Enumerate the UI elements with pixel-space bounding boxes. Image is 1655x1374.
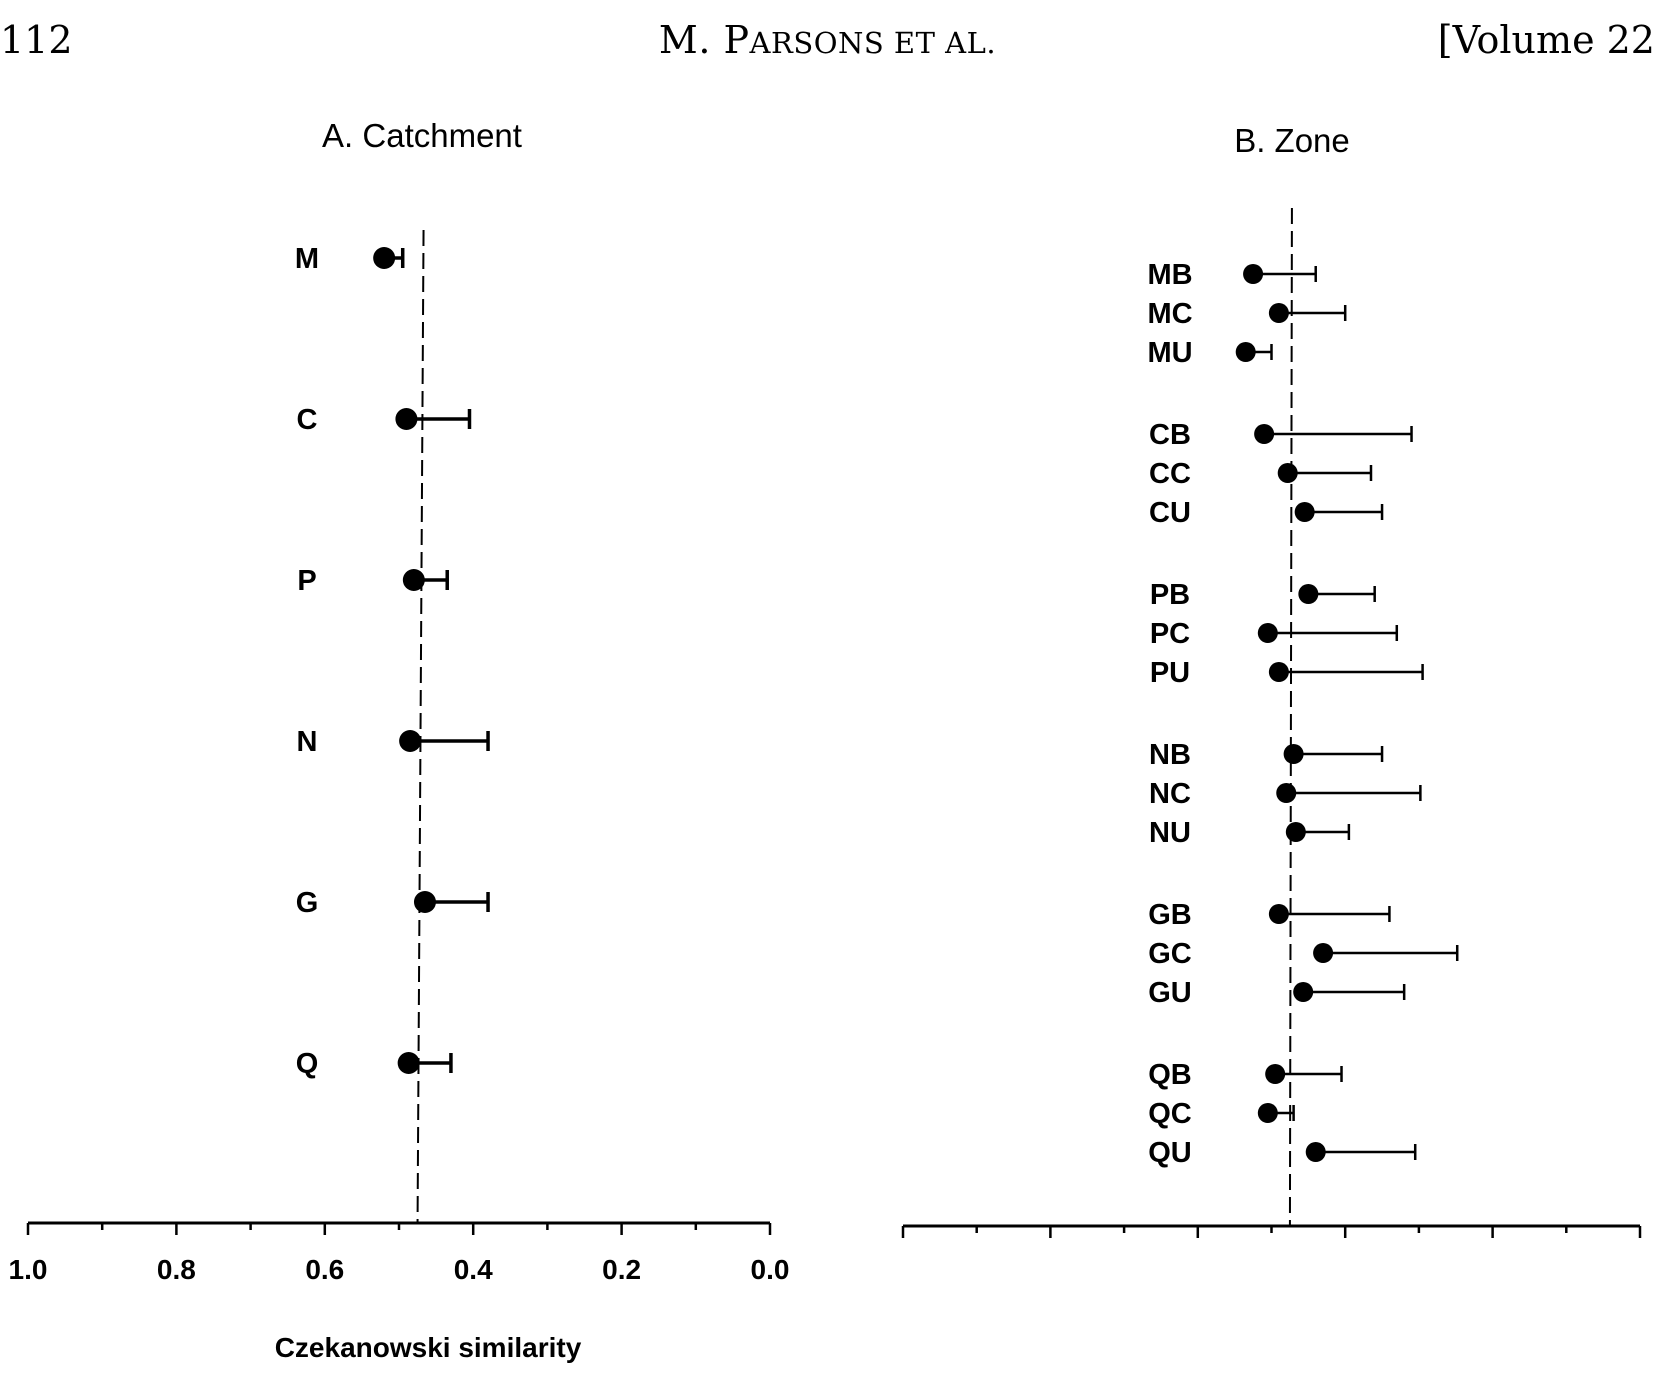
b-point-qb: [1265, 1064, 1286, 1084]
author-rest: ARSONS ET AL.: [749, 26, 997, 60]
b-point-nc: [1276, 783, 1297, 803]
b-row-nb: NB: [1149, 739, 1384, 771]
b-label-pu: PU: [1150, 657, 1190, 689]
b-point-pc: [1257, 623, 1278, 643]
b-label-gu: GU: [1148, 977, 1192, 1009]
a-label-n: N: [297, 726, 318, 758]
b-row-qc: QC: [1148, 1098, 1295, 1130]
panel-a-title: A. Catchment: [322, 117, 522, 154]
a-row-p: P: [297, 565, 449, 597]
panel-b-x-axis: [901, 1224, 1642, 1238]
b-row-gu: GU: [1148, 977, 1406, 1009]
panel-b-marks: MB MC MU CB CC CU PB PC PU NB NC NU GB GC GU QB QC QU: [1147, 259, 1459, 1169]
b-label-nu: NU: [1149, 817, 1191, 849]
b-label-gb: GB: [1148, 899, 1192, 931]
b-point-gb: [1268, 904, 1289, 924]
a-point-p: [402, 569, 425, 591]
panel-catchment: A. Catchment M C P N G Q 1.0 0.8 0.6 0.4 0.2 0.0 C…: [9, 117, 790, 1363]
b-point-cb: [1254, 424, 1275, 444]
a-row-m: M: [295, 243, 405, 275]
b-label-cu: CU: [1149, 497, 1191, 529]
a-point-q: [397, 1052, 420, 1074]
b-label-cb: CB: [1149, 419, 1191, 451]
b-row-mb: MB: [1147, 259, 1317, 291]
a-point-g: [413, 891, 436, 913]
panel-zone: B. Zone MB MC MU CB CC CU PB PC PU NB NC NU GB GC GU QB…: [901, 122, 1642, 1238]
a-tick-label-0-4: 0.4: [454, 1254, 493, 1285]
b-row-pu: PU: [1150, 657, 1424, 689]
a-tick-label-0-0: 0.0: [751, 1254, 790, 1285]
panel-a-x-axis-label: Czekanowski similarity: [275, 1332, 582, 1363]
b-label-gc: GC: [1148, 938, 1192, 970]
a-label-c: C: [297, 404, 318, 436]
a-label-p: P: [297, 565, 316, 597]
a-point-m: [373, 247, 396, 269]
b-label-cc: CC: [1149, 458, 1191, 490]
b-label-pb: PB: [1150, 579, 1190, 611]
b-point-mb: [1243, 264, 1264, 284]
volume-label: [Volume 22: [1437, 18, 1655, 62]
b-row-cb: CB: [1149, 419, 1413, 451]
b-point-mu: [1235, 342, 1256, 362]
b-label-nb: NB: [1149, 739, 1191, 771]
b-row-cu: CU: [1149, 497, 1384, 529]
b-row-pc: PC: [1150, 618, 1399, 650]
a-tick-label-0-2: 0.2: [602, 1254, 641, 1285]
panel-b-reference-line: [1288, 207, 1293, 1227]
a-dashed-reference-line: [416, 229, 425, 1224]
b-row-qb: QB: [1148, 1059, 1343, 1091]
a-label-m: M: [295, 243, 319, 275]
b-point-mc: [1268, 303, 1289, 323]
a-point-n: [399, 730, 422, 752]
b-label-pc: PC: [1150, 618, 1190, 650]
a-tick-label-0-8: 0.8: [157, 1254, 196, 1285]
b-point-cc: [1277, 463, 1298, 483]
b-point-qc: [1257, 1103, 1278, 1123]
b-point-nu: [1285, 822, 1306, 842]
b-label-nc: NC: [1149, 778, 1191, 810]
a-point-c: [395, 408, 418, 430]
a-row-q: Q: [296, 1048, 453, 1080]
b-row-nu: NU: [1149, 817, 1351, 849]
b-row-gc: GC: [1148, 938, 1459, 970]
running-head-authors: M. PARSONS ET AL.: [0, 18, 1655, 62]
b-row-nc: NC: [1149, 778, 1422, 810]
b-row-mu: MU: [1147, 337, 1273, 369]
a-row-n: N: [297, 726, 490, 758]
panel-b-title: B. Zone: [1234, 122, 1350, 159]
b-point-gu: [1293, 982, 1314, 1002]
b-point-qu: [1305, 1142, 1326, 1162]
b-dashed-reference-line: [1288, 207, 1293, 1227]
panel-a-reference-line: [416, 229, 425, 1224]
b-row-gb: GB: [1148, 899, 1391, 931]
b-point-gc: [1313, 943, 1334, 963]
b-point-cu: [1294, 502, 1315, 522]
a-row-c: C: [297, 404, 472, 436]
b-label-qc: QC: [1148, 1098, 1192, 1130]
a-tick-label-1-0: 1.0: [9, 1254, 48, 1285]
a-label-g: G: [296, 887, 319, 919]
a-tick-label-0-6: 0.6: [305, 1254, 344, 1285]
author-initial: M. P: [658, 18, 750, 62]
panel-a-marks: M C P N G Q: [295, 243, 490, 1080]
page-number: 112: [0, 18, 73, 62]
b-label-qb: QB: [1148, 1059, 1192, 1091]
b-row-qu: QU: [1148, 1137, 1417, 1169]
b-point-pb: [1298, 584, 1319, 604]
b-row-pb: PB: [1150, 579, 1376, 611]
a-row-g: G: [296, 887, 490, 919]
b-row-cc: CC: [1149, 458, 1373, 490]
b-label-mb: MB: [1147, 259, 1192, 291]
b-label-qu: QU: [1148, 1137, 1192, 1169]
b-label-mu: MU: [1147, 337, 1192, 369]
b-label-mc: MC: [1147, 298, 1192, 330]
b-point-nb: [1283, 744, 1304, 764]
b-point-pu: [1268, 662, 1289, 682]
a-label-q: Q: [296, 1048, 319, 1080]
b-row-mc: MC: [1147, 298, 1347, 330]
panel-a-x-axis: 1.0 0.8 0.6 0.4 0.2 0.0: [9, 1221, 790, 1285]
